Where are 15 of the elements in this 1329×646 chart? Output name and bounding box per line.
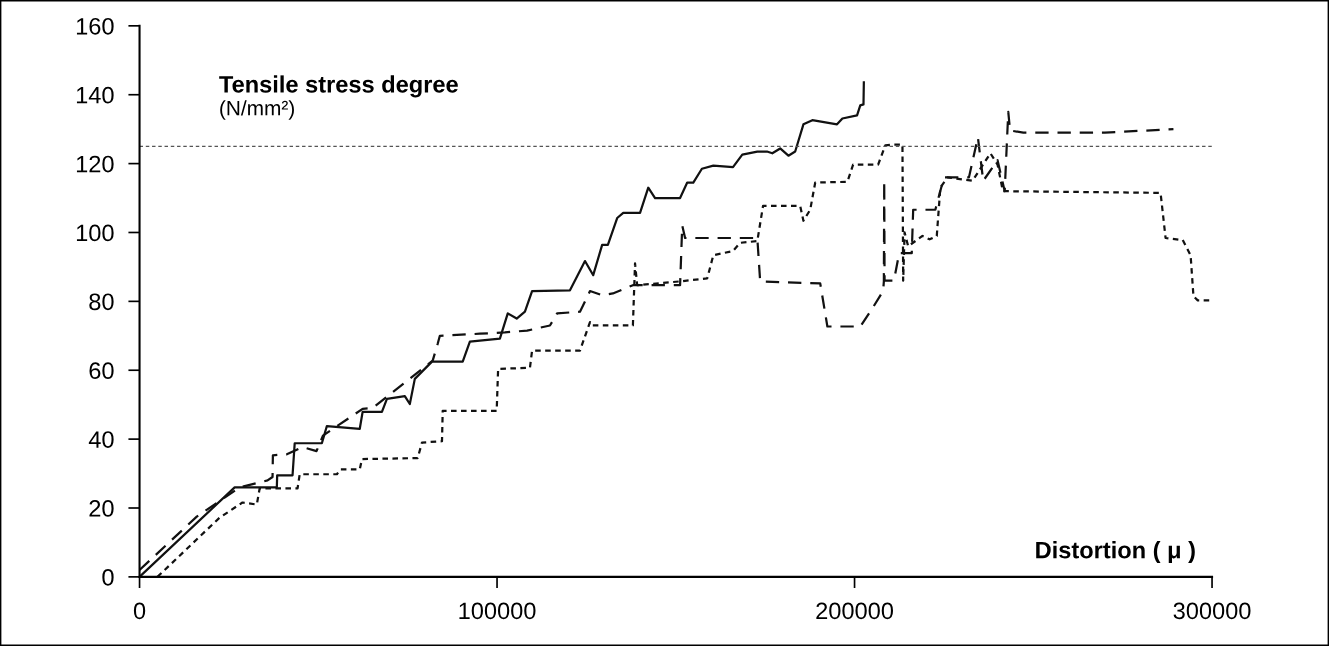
y-tick-label: 80 — [89, 293, 114, 311]
x-axis-title: Distortion ( μ ) — [1036, 541, 1195, 564]
x-tick-label: 300000 — [1173, 602, 1251, 620]
y-tick-label: 100 — [76, 224, 114, 242]
y-tick-label: 20 — [89, 500, 114, 517]
y-tick-label: 120 — [76, 155, 114, 173]
y-tick-label: 40 — [88, 431, 114, 448]
x-tick-label: 200000 — [816, 602, 894, 620]
y-tick-label: 60 — [89, 362, 114, 380]
x-tick-label: 0 — [133, 602, 146, 620]
y-tick-label: 140 — [76, 86, 114, 104]
y-tick-label: 0 — [102, 568, 114, 586]
y-axis-title: Tensile stress degree (N/mm²) — [219, 75, 458, 120]
y-tick-label: 160 — [76, 17, 114, 35]
x-tick-label: 100000 — [459, 602, 536, 620]
